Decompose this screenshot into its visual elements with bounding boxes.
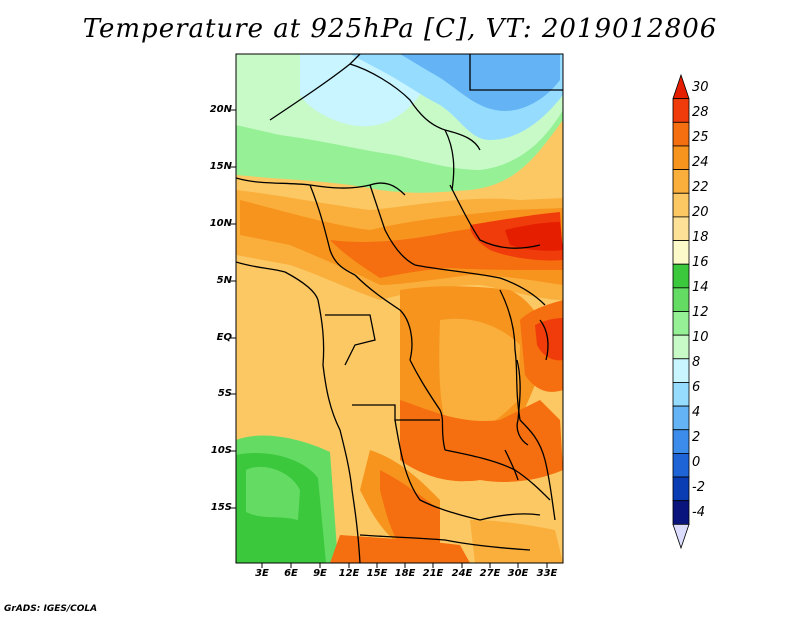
lon-ticks xyxy=(261,563,548,568)
colorbar-label: 22 xyxy=(692,180,709,195)
colorbar-label: 8 xyxy=(692,355,701,370)
colorbar-swatch xyxy=(672,98,690,123)
colorbar-label: 10 xyxy=(692,330,709,345)
colorbar-swatch xyxy=(672,382,690,407)
map-frame xyxy=(235,53,564,564)
lon-label-12e: 12E xyxy=(338,568,360,579)
colorbar-swatch xyxy=(672,145,690,170)
lon-label-30e: 30E xyxy=(507,568,529,579)
colorbar-label: 12 xyxy=(692,305,709,320)
lat-label-20n: 20N xyxy=(209,104,232,115)
colorbar-swatch xyxy=(672,216,690,241)
colorbar-label: 30 xyxy=(692,80,709,95)
colorbar-label: 14 xyxy=(692,280,709,295)
country-borders xyxy=(236,54,563,563)
colorbar-swatch xyxy=(672,358,690,383)
lat-label-5n: 5N xyxy=(216,275,232,286)
colorbar-swatch xyxy=(672,429,690,454)
lon-label-21e: 21E xyxy=(422,568,444,579)
colorbar-swatch xyxy=(672,73,690,100)
lon-label-27e: 27E xyxy=(479,568,501,579)
colorbar-swatch xyxy=(672,287,690,312)
colorbar-swatch xyxy=(672,405,690,431)
colorbar-label: 20 xyxy=(692,205,709,220)
colorbar xyxy=(672,73,690,550)
colorbar-label: 25 xyxy=(692,130,709,145)
colorbar-label: 24 xyxy=(692,155,709,170)
colorbar-label: 16 xyxy=(692,255,709,270)
lat-label-10s: 10S xyxy=(210,445,232,456)
colorbar-label: 18 xyxy=(692,230,709,245)
lon-label-15e: 15E xyxy=(366,568,388,579)
colorbar-swatch xyxy=(672,169,690,194)
colorbar-swatch xyxy=(672,452,690,478)
grads-credit: GrADS: IGES/COLA xyxy=(4,604,98,614)
lat-label-10n: 10N xyxy=(209,218,232,229)
colorbar-label: 6 xyxy=(692,380,701,395)
colorbar-swatch xyxy=(672,476,690,502)
colorbar-label: 2 xyxy=(692,430,701,445)
lat-label-eq: EQ xyxy=(216,332,232,343)
lon-label-24e: 24E xyxy=(451,568,473,579)
colorbar-label: 28 xyxy=(692,105,709,120)
lat-label-15s: 15S xyxy=(210,502,232,513)
colorbar-label: -4 xyxy=(692,505,705,520)
colorbar-swatch xyxy=(672,263,690,289)
colorbar-swatch xyxy=(672,240,690,265)
lat-label-5s: 5S xyxy=(217,388,232,399)
colorbar-swatch xyxy=(672,500,690,525)
colorbar-swatch xyxy=(672,192,690,218)
colorbar-swatch xyxy=(672,523,690,550)
colorbar-label: 0 xyxy=(692,455,701,470)
lon-label-33e: 33E xyxy=(536,568,558,579)
map-title: Temperature at 925hPa [C], VT: 201901280… xyxy=(82,14,718,44)
lon-label-18e: 18E xyxy=(394,568,416,579)
lon-label-6e: 6E xyxy=(284,568,298,579)
colorbar-swatch xyxy=(672,121,690,147)
lon-label-3e: 3E xyxy=(255,568,269,579)
lon-label-9e: 9E xyxy=(313,568,327,579)
colorbar-label: -2 xyxy=(692,480,705,495)
lat-label-15n: 15N xyxy=(209,161,232,172)
colorbar-swatch xyxy=(672,311,690,336)
colorbar-label: 4 xyxy=(692,405,701,420)
lat-ticks xyxy=(231,109,236,509)
temperature-field xyxy=(236,54,563,563)
colorbar-swatch xyxy=(672,334,690,360)
